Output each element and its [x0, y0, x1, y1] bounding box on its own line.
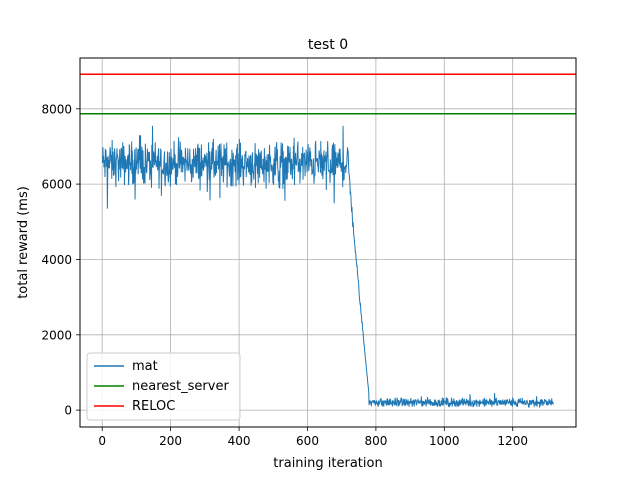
x-tick-label: 1200: [497, 434, 528, 448]
x-tick-label: 1000: [429, 434, 460, 448]
x-tick-label: 400: [228, 434, 251, 448]
legend: mat nearest_server RELOC: [86, 352, 241, 421]
ticks: 0 200 400 600 800 1000 1200 0 2000 4000 6000 8000: [41, 102, 528, 448]
x-tick-label: 600: [296, 434, 319, 448]
y-tick-label: 4000: [41, 253, 72, 267]
legend-label-nearest-server: nearest_server: [132, 379, 229, 394]
x-tick-label: 200: [159, 434, 182, 448]
y-tick-label: 6000: [41, 178, 72, 192]
series-line-mat: [101, 125, 554, 409]
plot-area: [80, 73, 576, 409]
x-tick-label: 0: [98, 434, 106, 448]
y-tick-label: 0: [64, 404, 72, 418]
y-tick-label: 2000: [41, 328, 72, 342]
axes-frame: [79, 57, 577, 428]
legend-label-reloc: RELOC: [132, 399, 175, 414]
grid: [80, 58, 576, 427]
y-tick-label: 8000: [41, 102, 72, 116]
x-tick-label: 800: [364, 434, 387, 448]
chart-title: test 0: [308, 37, 348, 53]
x-axis-label: training iteration: [273, 456, 382, 471]
y-axis-label: total reward (ms): [16, 186, 31, 299]
legend-box: [86, 352, 241, 421]
legend-label-mat: mat: [132, 359, 158, 374]
